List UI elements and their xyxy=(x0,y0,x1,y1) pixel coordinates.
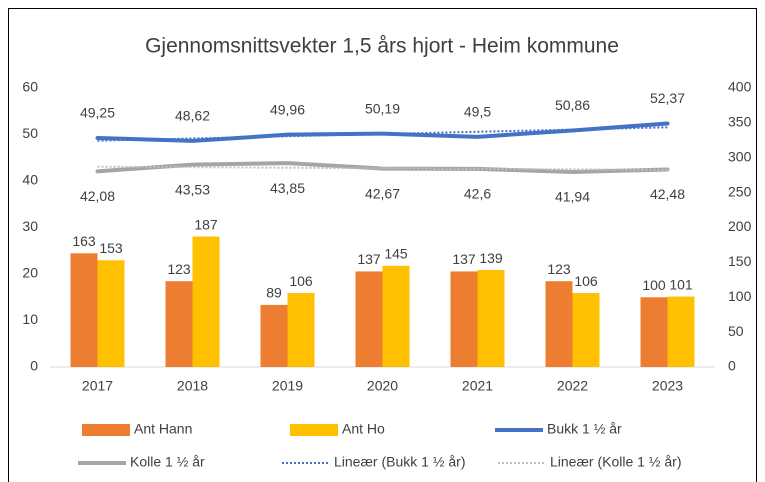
y2-tick-label: 350 xyxy=(728,114,752,130)
y-tick-label: 40 xyxy=(22,172,38,188)
data-label: 50,86 xyxy=(555,97,590,113)
chart-title: Gjennomsnittsvekter 1,5 års hjort - Heim… xyxy=(145,35,619,58)
x-tick-label: 2020 xyxy=(367,378,398,394)
bar-label: 100 xyxy=(642,277,666,293)
bar-label: 123 xyxy=(167,261,191,277)
bar xyxy=(477,270,505,367)
x-tick-label: 2021 xyxy=(462,378,493,394)
bar xyxy=(667,296,695,367)
bar-label: 89 xyxy=(266,285,282,301)
data-label: 49,96 xyxy=(270,101,305,117)
x-tick-label: 2023 xyxy=(652,378,683,394)
bar xyxy=(382,265,410,367)
bar-label: 101 xyxy=(669,276,693,292)
data-label: 49,25 xyxy=(80,105,115,121)
y2-tick-label: 250 xyxy=(728,183,752,199)
y2-tick-label: 0 xyxy=(728,358,736,374)
x-tick-label: 2019 xyxy=(272,378,303,394)
data-label: 42,6 xyxy=(464,186,491,202)
x-tick-label: 2022 xyxy=(557,378,588,394)
bar-label: 137 xyxy=(452,251,476,267)
y-tick-label: 50 xyxy=(22,125,38,141)
data-label: 42,67 xyxy=(365,185,400,201)
trend-line xyxy=(97,126,668,142)
y2-tick-label: 50 xyxy=(728,323,744,339)
bar xyxy=(192,236,220,367)
data-label: 43,53 xyxy=(175,181,210,197)
data-label: 50,19 xyxy=(365,100,400,116)
bar xyxy=(450,271,478,367)
bar xyxy=(165,281,193,367)
legend-label: Kolle 1 ½ år xyxy=(130,454,205,470)
y2-tick-label: 100 xyxy=(728,288,752,304)
y-tick-label: 10 xyxy=(22,311,38,327)
bar-label: 106 xyxy=(574,273,598,289)
y-tick-label: 60 xyxy=(22,79,38,95)
y-tick-label: 20 xyxy=(22,265,38,281)
data-label: 42,48 xyxy=(650,186,685,202)
legend-label: Lineær (Kolle 1 ½ år) xyxy=(550,454,682,470)
bar-label: 137 xyxy=(357,251,381,267)
bar xyxy=(640,297,668,367)
y2-tick-label: 200 xyxy=(728,218,752,234)
bar-label: 163 xyxy=(72,233,96,249)
x-tick-label: 2018 xyxy=(177,378,208,394)
bar xyxy=(355,271,383,367)
bar-label: 139 xyxy=(479,250,503,266)
data-label: 49,5 xyxy=(464,104,491,120)
legend-label: Ant Hann xyxy=(134,421,192,437)
y2-tick-label: 400 xyxy=(728,79,752,95)
legend-label: Bukk 1 ½ år xyxy=(547,421,622,437)
data-label: 43,85 xyxy=(270,180,305,196)
legend-swatch xyxy=(290,424,338,436)
bar-label: 123 xyxy=(547,261,571,277)
y2-tick-label: 300 xyxy=(728,148,752,164)
chart-border xyxy=(8,8,757,482)
legend-swatch xyxy=(82,424,130,436)
y2-tick-label: 150 xyxy=(728,253,752,269)
trend-line xyxy=(97,165,668,171)
x-tick-label: 2017 xyxy=(82,378,113,394)
bar-label: 187 xyxy=(194,216,218,232)
data-label: 41,94 xyxy=(555,189,590,205)
data-label: 48,62 xyxy=(175,108,210,124)
bar xyxy=(97,260,125,367)
legend-label: Ant Ho xyxy=(342,421,385,437)
bar-label: 153 xyxy=(99,240,123,256)
bar xyxy=(287,293,315,367)
data-label: 42,08 xyxy=(80,188,115,204)
bar-label: 145 xyxy=(384,246,408,262)
bar-label: 106 xyxy=(289,273,313,289)
bar xyxy=(70,253,98,367)
bar xyxy=(572,293,600,367)
y-tick-label: 30 xyxy=(22,218,38,234)
legend-label: Lineær (Bukk 1 ½ år) xyxy=(334,454,466,470)
data-label: 52,37 xyxy=(650,90,685,106)
bar xyxy=(260,304,288,367)
bar xyxy=(545,281,573,367)
y-tick-label: 0 xyxy=(30,358,38,374)
